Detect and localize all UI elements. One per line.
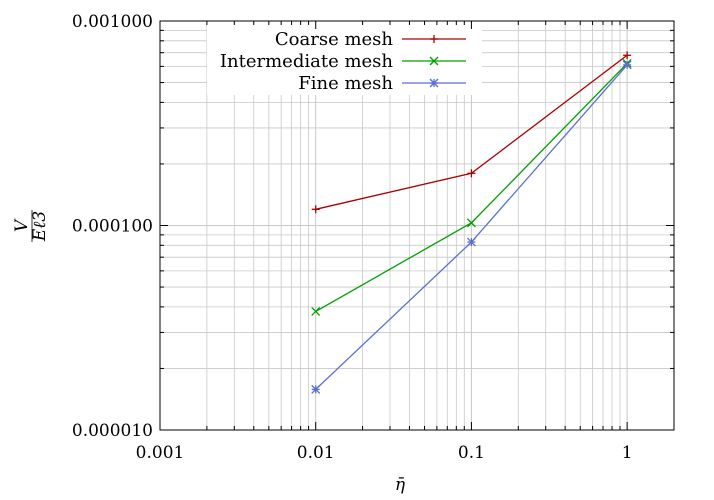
x-tick-label: 0.01 [297, 443, 335, 463]
y-axis-label: V Eℓ3 [12, 210, 50, 242]
data-point [466, 218, 476, 228]
series-intermediate-mesh [311, 58, 632, 316]
y-tick-label: 0.001000 [72, 12, 153, 32]
series-layer [311, 51, 632, 394]
x-tick-label: 0.1 [458, 443, 485, 463]
data-point [622, 60, 632, 70]
legend-label: Fine mesh [298, 73, 393, 94]
y-tick-label: 0.000010 [72, 421, 153, 441]
data-point [429, 78, 439, 88]
series-fine-mesh [311, 60, 632, 394]
y-tick-labels: 0.000010 0.000100 0.001000 [72, 12, 153, 441]
x-tick-labels: 0.001 0.01 0.1 1 [136, 443, 633, 463]
data-point [429, 56, 439, 66]
data-point [311, 384, 321, 394]
x-axis-label: η̄ [395, 475, 406, 495]
legend-label: Coarse mesh [275, 29, 394, 50]
axis-ticks [159, 20, 675, 431]
x-tick-label: 1 [622, 443, 633, 463]
x-tick-label: 0.001 [136, 443, 185, 463]
legend-label: Intermediate mesh [220, 51, 393, 72]
x-axis-label-text: η̄ [395, 475, 406, 495]
data-point [466, 237, 476, 247]
series-coarse-mesh [311, 51, 632, 214]
data-point [311, 306, 321, 316]
y-axis-label-denominator: Eℓ3 [30, 211, 50, 242]
y-axis-label-numerator: V [12, 218, 32, 232]
y-tick-label: 0.000100 [72, 217, 153, 237]
